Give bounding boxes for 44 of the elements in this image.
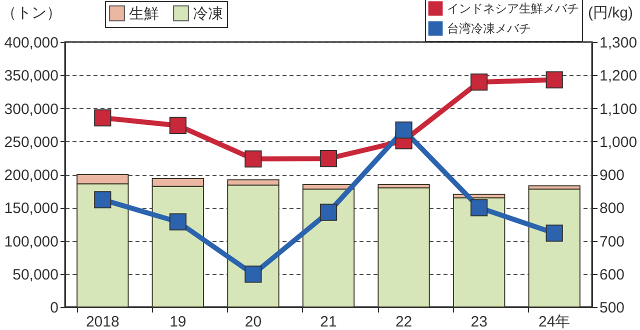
point [320, 150, 338, 168]
y-tick-label: 350,000 [4, 68, 58, 85]
point [395, 122, 412, 139]
x-tick-label: 19 [170, 314, 186, 330]
y2-tick-label: 1,000 [600, 134, 638, 151]
y2-tick-label: 700 [600, 233, 625, 250]
y-tick-label: 300,000 [4, 100, 58, 118]
point [244, 266, 262, 283]
point [320, 204, 338, 221]
point [546, 224, 563, 242]
point [546, 71, 563, 88]
y-tick-label: 150,000 [4, 200, 58, 218]
point [169, 213, 186, 230]
x-tick-label: 22 [395, 314, 412, 330]
y-tick-label: 400,000 [4, 34, 58, 52]
y-tick-label: 200,000 [4, 167, 58, 184]
legend-label: 生鮮 [129, 5, 159, 22]
point [94, 191, 112, 208]
y2-tick-label: 600 [600, 266, 625, 284]
y-axis-title: （トン） [2, 4, 62, 22]
x-tick-label: 2018 [86, 314, 120, 330]
point [94, 109, 112, 126]
y2-tick-label: 1,200 [600, 68, 638, 85]
x-tick-label: 24年 [538, 314, 570, 330]
legend-label: インドネシア生鮮メバチ [447, 2, 579, 16]
y2-tick-label: 1,100 [600, 100, 638, 118]
legend-label: 台湾冷凍メバチ [447, 22, 531, 36]
point [169, 116, 186, 134]
y2-tick-label: 900 [600, 167, 625, 184]
y2-tick-label: 1,300 [600, 34, 638, 52]
point [244, 150, 262, 168]
x-tick-label: 23 [470, 314, 488, 330]
y2-tick-label: 800 [600, 200, 625, 218]
y2-tick-label: 500 [600, 300, 625, 316]
x-tick-label: 20 [244, 314, 262, 330]
y-tick-label: 50,000 [12, 266, 58, 284]
point [470, 74, 488, 91]
y-tick-label: 0 [50, 300, 58, 316]
y-tick-label: 100,000 [4, 233, 58, 250]
point [470, 199, 488, 216]
y2-axis-title: (円/kg) [588, 4, 634, 22]
y-tick-label: 250,000 [4, 134, 58, 151]
legend-label: 冷凍 [193, 5, 223, 22]
x-tick-label: 21 [320, 314, 337, 330]
